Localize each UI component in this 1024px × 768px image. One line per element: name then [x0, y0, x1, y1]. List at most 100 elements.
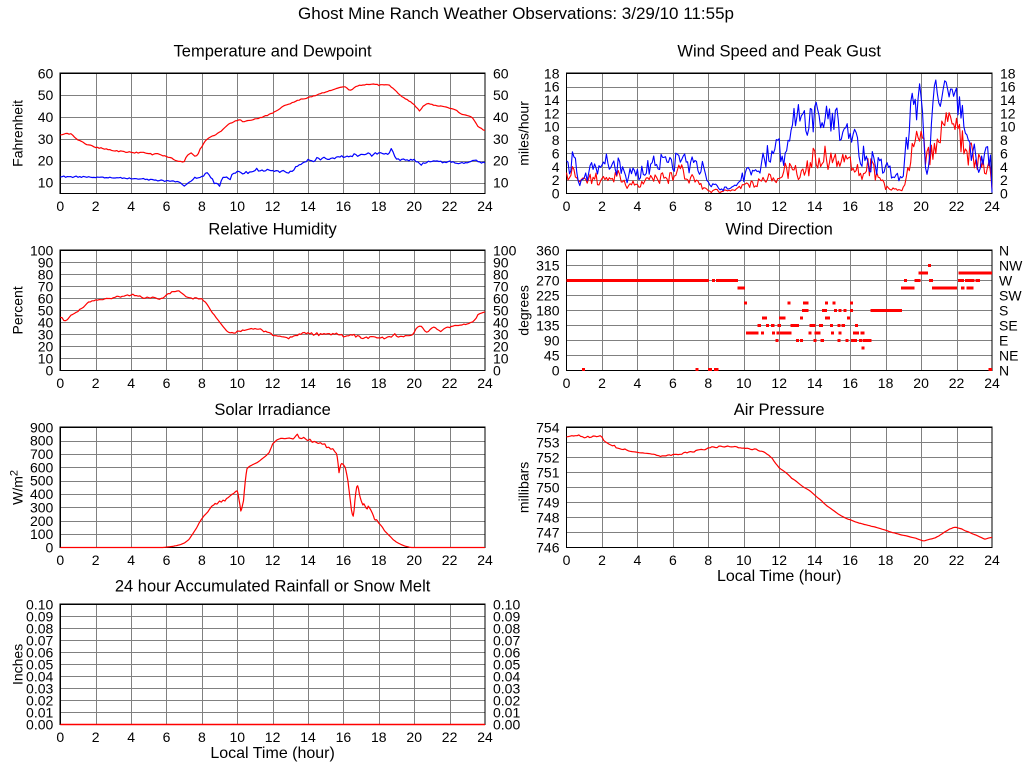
- svg-text:100: 100: [30, 526, 54, 542]
- svg-text:40: 40: [38, 109, 54, 125]
- svg-text:400: 400: [30, 486, 54, 502]
- svg-text:24 hour Accumulated Rainfall o: 24 hour Accumulated Rainfall or Snow Mel…: [115, 577, 431, 595]
- svg-text:200: 200: [30, 513, 54, 529]
- svg-text:6: 6: [163, 198, 171, 214]
- svg-text:18: 18: [878, 375, 894, 391]
- svg-text:2: 2: [92, 552, 100, 568]
- svg-text:Percent: Percent: [9, 286, 25, 334]
- svg-text:6: 6: [163, 375, 171, 391]
- svg-text:40: 40: [493, 109, 509, 125]
- svg-text:14: 14: [300, 375, 316, 391]
- svg-text:60: 60: [493, 65, 509, 81]
- svg-text:60: 60: [38, 290, 54, 306]
- svg-text:18: 18: [1000, 65, 1016, 81]
- svg-text:8: 8: [552, 132, 560, 148]
- svg-text:8: 8: [704, 375, 712, 391]
- svg-text:90: 90: [38, 254, 54, 270]
- svg-text:Temperature and Dewpoint: Temperature and Dewpoint: [174, 43, 373, 61]
- svg-text:24: 24: [477, 198, 493, 214]
- svg-text:16: 16: [544, 79, 560, 95]
- svg-text:6: 6: [669, 198, 677, 214]
- svg-text:0: 0: [563, 552, 571, 568]
- svg-text:12: 12: [771, 552, 787, 568]
- svg-text:SE: SE: [999, 317, 1018, 333]
- svg-text:6: 6: [669, 375, 677, 391]
- svg-text:10: 10: [230, 552, 246, 568]
- svg-text:20: 20: [38, 339, 54, 355]
- svg-text:24: 24: [477, 552, 493, 568]
- svg-text:Inches: Inches: [9, 644, 25, 685]
- svg-text:2: 2: [598, 198, 606, 214]
- svg-text:60: 60: [493, 290, 509, 306]
- svg-text:14: 14: [300, 198, 316, 214]
- svg-text:2: 2: [92, 198, 100, 214]
- svg-text:14: 14: [807, 552, 823, 568]
- svg-text:80: 80: [493, 266, 509, 282]
- svg-text:degrees: degrees: [516, 285, 532, 336]
- svg-text:18: 18: [371, 729, 387, 745]
- svg-text:24: 24: [984, 552, 1000, 568]
- svg-text:Air Pressure: Air Pressure: [734, 401, 825, 419]
- svg-text:4: 4: [127, 375, 135, 391]
- svg-text:0.04: 0.04: [26, 668, 53, 684]
- svg-text:0.10: 0.10: [493, 596, 520, 612]
- svg-text:0.08: 0.08: [26, 620, 53, 636]
- svg-text:10: 10: [544, 119, 560, 135]
- svg-text:24: 24: [477, 729, 493, 745]
- svg-text:20: 20: [913, 552, 929, 568]
- svg-text:135: 135: [536, 317, 560, 333]
- svg-text:E: E: [999, 332, 1008, 348]
- svg-text:0.09: 0.09: [493, 608, 520, 624]
- svg-text:6: 6: [669, 552, 677, 568]
- svg-text:22: 22: [442, 729, 458, 745]
- svg-text:0.03: 0.03: [26, 680, 53, 696]
- svg-text:30: 30: [493, 326, 509, 342]
- svg-text:20: 20: [913, 375, 929, 391]
- svg-text:20: 20: [406, 552, 422, 568]
- svg-text:N: N: [999, 242, 1009, 258]
- svg-text:0.09: 0.09: [26, 608, 53, 624]
- svg-text:18: 18: [371, 198, 387, 214]
- svg-text:12: 12: [265, 375, 281, 391]
- svg-text:2: 2: [598, 375, 606, 391]
- svg-text:2: 2: [598, 552, 606, 568]
- svg-text:0: 0: [56, 198, 64, 214]
- svg-text:20: 20: [493, 339, 509, 355]
- svg-text:4: 4: [634, 552, 642, 568]
- svg-text:22: 22: [442, 375, 458, 391]
- svg-text:12: 12: [265, 198, 281, 214]
- svg-text:12: 12: [771, 198, 787, 214]
- svg-text:16: 16: [842, 198, 858, 214]
- svg-text:70: 70: [493, 278, 509, 294]
- svg-text:4: 4: [634, 198, 642, 214]
- svg-text:0: 0: [563, 375, 571, 391]
- svg-text:10: 10: [38, 351, 54, 367]
- svg-text:Solar Irradiance: Solar Irradiance: [214, 401, 330, 419]
- svg-text:10: 10: [736, 552, 752, 568]
- svg-text:12: 12: [265, 552, 281, 568]
- svg-text:12: 12: [1000, 105, 1016, 121]
- svg-text:0.06: 0.06: [493, 644, 520, 660]
- svg-text:NW: NW: [999, 257, 1023, 273]
- svg-text:8: 8: [704, 552, 712, 568]
- svg-text:14: 14: [300, 729, 316, 745]
- svg-text:Local Time (hour): Local Time (hour): [717, 568, 842, 585]
- svg-text:30: 30: [38, 131, 54, 147]
- svg-text:270: 270: [536, 272, 560, 288]
- svg-text:50: 50: [38, 302, 54, 318]
- svg-text:45: 45: [544, 348, 560, 364]
- svg-text:20: 20: [913, 198, 929, 214]
- svg-text:6: 6: [1000, 145, 1008, 161]
- svg-text:18: 18: [878, 198, 894, 214]
- svg-text:22: 22: [949, 552, 965, 568]
- svg-text:Local Time (hour): Local Time (hour): [210, 745, 335, 762]
- svg-text:18: 18: [371, 552, 387, 568]
- svg-text:753: 753: [536, 434, 560, 450]
- svg-text:0: 0: [552, 186, 560, 202]
- svg-text:10: 10: [38, 175, 54, 191]
- svg-text:10: 10: [493, 351, 509, 367]
- svg-text:50: 50: [493, 302, 509, 318]
- svg-text:0.00: 0.00: [493, 717, 520, 733]
- svg-text:6: 6: [552, 145, 560, 161]
- svg-text:0: 0: [56, 375, 64, 391]
